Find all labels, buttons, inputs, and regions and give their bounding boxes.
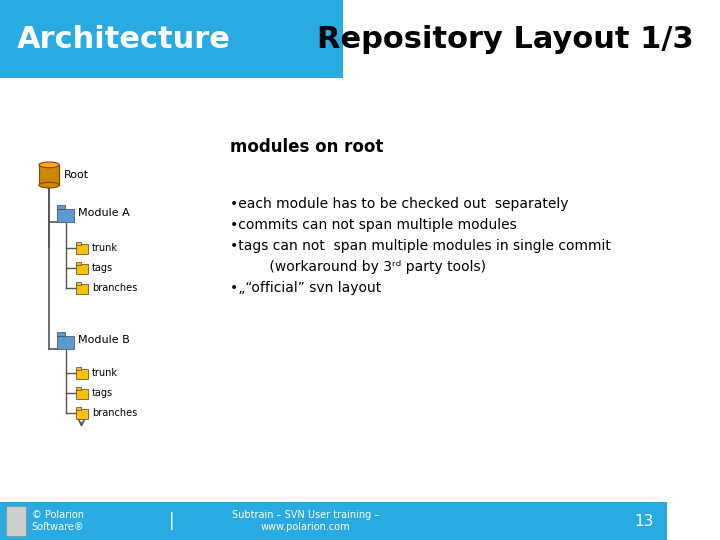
FancyBboxPatch shape bbox=[76, 282, 81, 285]
Text: modules on root: modules on root bbox=[230, 138, 383, 156]
FancyBboxPatch shape bbox=[76, 242, 81, 245]
Text: •commits can not span multiple modules: •commits can not span multiple modules bbox=[230, 218, 517, 232]
Text: tags: tags bbox=[91, 263, 113, 273]
Ellipse shape bbox=[39, 162, 59, 168]
FancyBboxPatch shape bbox=[58, 333, 65, 336]
FancyBboxPatch shape bbox=[0, 502, 667, 540]
FancyBboxPatch shape bbox=[76, 244, 88, 254]
Text: Repository Layout 1/3: Repository Layout 1/3 bbox=[317, 24, 693, 53]
Text: © Polarion
Software®: © Polarion Software® bbox=[32, 510, 84, 532]
FancyBboxPatch shape bbox=[76, 407, 81, 410]
Text: •tags can not  span multiple modules in single commit: •tags can not span multiple modules in s… bbox=[230, 239, 611, 253]
Text: branches: branches bbox=[91, 408, 137, 418]
Text: tags: tags bbox=[91, 388, 113, 398]
FancyBboxPatch shape bbox=[76, 409, 88, 419]
Text: Subtrain – SVN User training –
www.polarion.com: Subtrain – SVN User training – www.polar… bbox=[233, 510, 379, 532]
Text: Module A: Module A bbox=[78, 208, 130, 218]
FancyBboxPatch shape bbox=[39, 165, 59, 185]
Text: branches: branches bbox=[91, 283, 137, 293]
Text: 13: 13 bbox=[634, 514, 654, 529]
Text: Architecture: Architecture bbox=[17, 24, 230, 53]
FancyBboxPatch shape bbox=[58, 205, 65, 210]
FancyBboxPatch shape bbox=[76, 389, 88, 399]
Text: (workaround by 3ʳᵈ party tools): (workaround by 3ʳᵈ party tools) bbox=[230, 260, 486, 274]
FancyBboxPatch shape bbox=[76, 262, 81, 265]
Text: •„“official” svn layout: •„“official” svn layout bbox=[230, 281, 381, 295]
FancyBboxPatch shape bbox=[76, 264, 88, 274]
Text: •each module has to be checked out  separately: •each module has to be checked out separ… bbox=[230, 197, 568, 211]
FancyBboxPatch shape bbox=[76, 367, 81, 370]
Text: Root: Root bbox=[64, 170, 89, 180]
Text: |: | bbox=[168, 512, 174, 530]
Text: trunk: trunk bbox=[91, 368, 118, 378]
FancyBboxPatch shape bbox=[58, 208, 74, 222]
FancyBboxPatch shape bbox=[76, 284, 88, 294]
Text: Module B: Module B bbox=[78, 335, 130, 345]
Ellipse shape bbox=[39, 183, 59, 188]
FancyBboxPatch shape bbox=[0, 0, 343, 78]
FancyBboxPatch shape bbox=[6, 506, 26, 536]
FancyBboxPatch shape bbox=[76, 387, 81, 390]
FancyBboxPatch shape bbox=[58, 335, 74, 349]
FancyBboxPatch shape bbox=[76, 369, 88, 379]
Text: trunk: trunk bbox=[91, 243, 118, 253]
